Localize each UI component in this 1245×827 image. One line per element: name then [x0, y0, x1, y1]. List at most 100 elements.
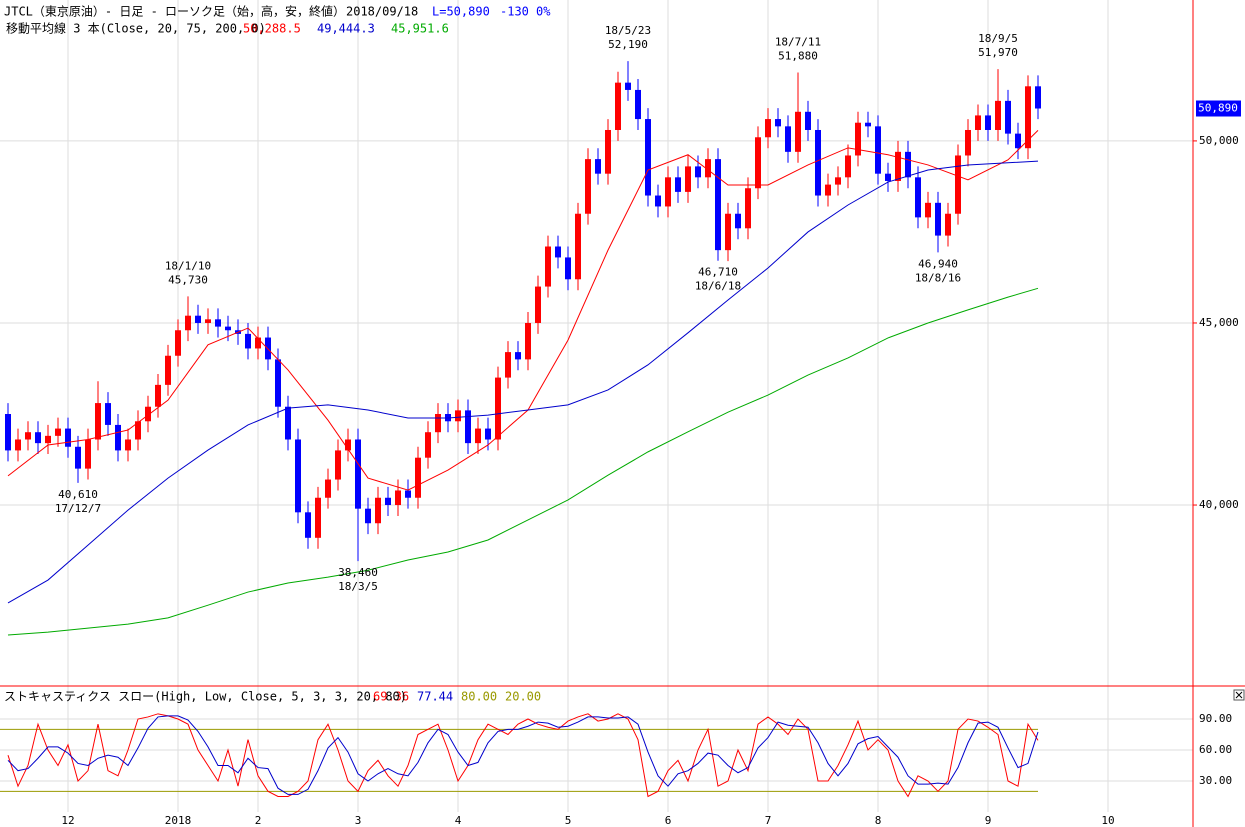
plot: 12 2018 2 3 4 5 6 7 8 9 10 40,000 45,000 50,000 30.00 6…: [0, 22, 1241, 827]
annotation-price: 38,460: [338, 566, 378, 579]
level-legend: 20.00: [505, 690, 541, 704]
candle-body: [175, 330, 181, 356]
candle-body: [65, 428, 71, 447]
candle-body: [1005, 100, 1011, 134]
candle-body: [225, 326, 231, 331]
x-tick-label: 10: [1101, 814, 1114, 827]
candle-body: [75, 446, 81, 469]
candle-body: [335, 450, 341, 480]
stoch-tick-label: 30.00: [1199, 774, 1232, 787]
candle-body: [185, 315, 191, 331]
candle-body: [435, 414, 441, 433]
candle-body: [985, 115, 991, 130]
stoch-tick-label: 90.00: [1199, 712, 1232, 725]
candle-body: [895, 151, 901, 181]
candle-body: [35, 432, 41, 444]
candle-body: [545, 246, 551, 287]
candle-body: [465, 410, 471, 444]
candle-body: [115, 424, 121, 451]
candle-body: [275, 359, 281, 407]
y-tick-label: 45,000: [1199, 316, 1239, 329]
candle-body: [15, 439, 21, 451]
candle-body: [285, 406, 291, 440]
candle-body: [415, 457, 421, 498]
candle-body: [795, 111, 801, 152]
x-tick-label: 12: [61, 814, 74, 827]
candle-body: [55, 428, 61, 436]
candle-body: [105, 403, 111, 425]
candle-body: [375, 497, 381, 524]
candle-body: [255, 337, 261, 349]
annotation-date: 18/6/18: [695, 280, 741, 293]
candle-body: [315, 497, 321, 538]
stoch-legend-value: 77.44: [417, 690, 453, 704]
candle-body: [925, 202, 931, 218]
candle-body: [85, 439, 91, 469]
price-tag: 50,890: [1198, 102, 1238, 115]
candle-body: [1035, 86, 1041, 109]
candle-body: [695, 166, 701, 178]
candle-body: [975, 115, 981, 130]
close-icon[interactable]: [1235, 691, 1243, 699]
header-change: -130: [500, 5, 529, 19]
candle-body: [305, 512, 311, 538]
candle-body: [505, 352, 511, 378]
candle-body: [635, 89, 641, 120]
candle-body: [405, 490, 411, 498]
candle-body: [555, 246, 561, 258]
header-change-pct: 0%: [536, 5, 551, 19]
candle-body: [855, 122, 861, 156]
annotation-date: 18/1/10: [165, 259, 211, 272]
candle-body: [915, 177, 921, 218]
stoch-legend-value: 69.36: [373, 690, 409, 704]
line-series: [7, 160, 1039, 604]
candle-body: [885, 173, 891, 181]
candle-body: [495, 377, 501, 440]
annotation-price: 52,190: [608, 38, 648, 51]
candle-body: [25, 432, 31, 440]
candle-body: [385, 497, 391, 506]
price-tag-box: [1196, 100, 1241, 117]
line-series: [7, 713, 1039, 798]
candle-body: [5, 414, 11, 451]
annotation-price: 51,880: [778, 49, 818, 62]
candle-body: [395, 490, 401, 506]
level-legend: 80.00: [461, 690, 497, 704]
annotation-price: 40,610: [58, 488, 98, 501]
candle-body: [425, 432, 431, 458]
candle-body: [125, 439, 131, 451]
candle-body: [745, 188, 751, 229]
annotation-price: 46,710: [698, 266, 738, 279]
header-title: JTCL（東京原油）- 日足 - ローソク足（始，高，安，終値）: [4, 4, 345, 19]
header-date: 2018/09/18: [346, 5, 418, 19]
x-tick-label: 8: [875, 814, 882, 827]
candle-body: [955, 155, 961, 214]
x-tick-label: 5: [565, 814, 572, 827]
candle-body: [725, 213, 731, 251]
annotation-date: 18/9/5: [978, 32, 1018, 45]
candle-body: [295, 439, 301, 513]
annotation-date: 18/5/23: [605, 24, 651, 37]
candle-body: [655, 195, 661, 207]
annotation-price: 45,730: [168, 273, 208, 286]
candle-body: [145, 406, 151, 422]
y-tick-label: 40,000: [1199, 498, 1239, 511]
candle-body: [905, 151, 911, 178]
candle-body: [845, 155, 851, 178]
candle-body: [95, 403, 101, 440]
annotation-date: 18/8/16: [915, 271, 961, 284]
candle-body: [615, 82, 621, 130]
x-tick-label: 9: [985, 814, 992, 827]
candle-body: [205, 319, 211, 323]
candle-body: [735, 213, 741, 229]
candle-body: [995, 100, 1001, 130]
candle-body: [835, 177, 841, 185]
ma-legend-value: 50,288.5: [243, 22, 301, 36]
x-tick-label: 7: [765, 814, 772, 827]
candle-body: [485, 428, 491, 440]
annotation-date: 18/3/5: [338, 580, 378, 593]
header-last: L=50,890: [432, 5, 490, 19]
candle-body: [865, 122, 871, 127]
